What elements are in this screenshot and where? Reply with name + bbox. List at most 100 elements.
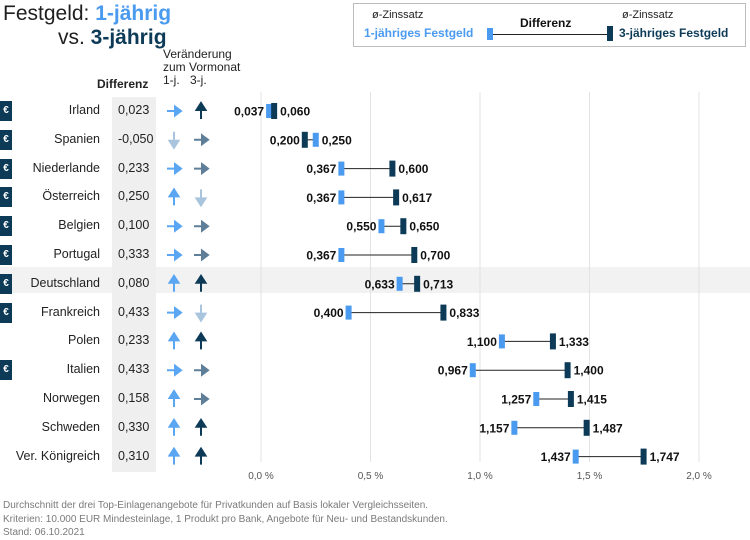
value-label-low: 0,400	[314, 306, 344, 320]
value-label-high: 0,617	[402, 191, 432, 205]
change-arrow-1j-icon	[167, 248, 183, 262]
country-label: Irland	[68, 103, 100, 117]
difference-value: 0,333	[118, 247, 150, 261]
change-arrow-1j-icon	[167, 446, 181, 465]
header-zum-vormonat: zum Vormonat	[163, 60, 241, 74]
legend-series-1: 1-jähriges Festgeld	[364, 26, 474, 40]
value-label-low: 0,367	[306, 249, 336, 263]
marker-3j	[440, 304, 447, 321]
value-label-high: 0,700	[420, 249, 450, 263]
dumbbell-chart: 0,0 % 0,5 % 1,0 % 1,5 % 2,0 % 0,037 0,060 0,200…	[167, 92, 712, 482]
marker-1j	[312, 132, 319, 147]
footer-note-1: Durchschnitt der drei Top-Einlagenangebo…	[3, 500, 429, 511]
title-highlight-2: 3-jährig	[90, 26, 167, 49]
change-arrow-3j-icon-path	[194, 133, 210, 147]
change-arrow-3j-icon-path	[194, 417, 208, 436]
change-arrow-3j-icon	[194, 162, 210, 176]
change-arrow-1j-icon	[167, 162, 183, 176]
value-label-high: 0,250	[322, 133, 352, 147]
change-arrow-1j-icon-path	[167, 187, 181, 206]
change-arrow-3j-icon-path	[194, 273, 208, 292]
change-arrow-3j-icon	[194, 331, 208, 350]
difference-value: 0,433	[118, 304, 150, 319]
header-differenz: Differenz	[97, 77, 149, 91]
difference-value: 0,100	[118, 218, 150, 233]
value-label-high: 0,600	[398, 162, 428, 176]
difference-value: 0,023	[118, 103, 150, 117]
change-arrow-1j-icon-path	[167, 131, 181, 150]
value-label-high: 1,333	[559, 335, 589, 349]
footer-note-2: Kriterien: 10.000 EUR Mindesteinlage, 1 …	[3, 514, 448, 525]
difference-value: -0,050	[118, 131, 154, 146]
difference-value: 0,433	[118, 362, 150, 377]
marker-1j	[511, 420, 518, 435]
change-arrow-3j-icon	[194, 363, 210, 377]
value-label-high: 1,747	[650, 450, 680, 464]
value-label-high: 1,400	[574, 364, 604, 378]
change-arrow-3j-icon-path	[194, 392, 210, 406]
title-prefix-1: Festgeld:	[3, 2, 96, 25]
change-arrow-3j-icon	[194, 417, 208, 436]
change-arrow-1j-icon-path	[167, 389, 181, 407]
change-arrow-1j-icon	[167, 219, 183, 233]
value-label-low: 0,200	[270, 133, 300, 147]
value-label-low: 0,037	[234, 105, 264, 119]
marker-1j	[338, 161, 345, 176]
country-label: Frankreich	[40, 304, 100, 319]
change-arrow-3j-icon	[194, 101, 208, 119]
legend-avg-label-left: ø-Zinssatz	[372, 9, 424, 21]
marker-3j	[411, 247, 418, 263]
x-tick-label: 1,5 %	[577, 471, 603, 482]
marker-1j	[338, 190, 345, 205]
change-arrow-3j-icon	[194, 219, 210, 233]
title-prefix-2: vs.	[58, 26, 91, 49]
legend-difference-label: Differenz	[520, 16, 572, 30]
change-arrow-1j-icon	[167, 104, 183, 118]
marker-1j	[469, 363, 476, 378]
legend-series-3: 3-jähriges Festgeld	[619, 26, 729, 40]
change-arrow-3j-icon-path	[194, 162, 210, 176]
change-arrow-3j-icon-path	[194, 219, 210, 233]
euro-flag-icon: €	[0, 216, 12, 237]
difference-value: 0,250	[118, 189, 150, 204]
change-arrow-1j-icon	[167, 417, 181, 436]
x-tick-label: 0,5 %	[358, 471, 384, 482]
marker-1j	[396, 276, 403, 291]
value-label-high: 0,060	[280, 105, 310, 119]
marker-3j	[564, 362, 571, 379]
x-tick-label: 1,0 %	[467, 471, 493, 482]
difference-value: 0,310	[118, 448, 150, 463]
country-label: Italien	[66, 362, 100, 377]
euro-flag-icon: €	[0, 360, 12, 381]
value-label-low: 1,257	[501, 393, 531, 407]
differenz-column-band	[112, 97, 156, 472]
difference-value: 0,233	[118, 160, 150, 175]
value-label-low: 1,100	[467, 335, 497, 349]
title-highlight-1: 1-jährig	[95, 2, 172, 25]
marker-1j	[572, 449, 579, 464]
change-arrow-3j-icon-path	[194, 248, 210, 262]
change-arrow-1j-icon	[167, 331, 181, 350]
change-arrow-3j-icon	[194, 248, 210, 262]
change-arrow-1j-icon-path	[167, 417, 181, 436]
country-label: Norwegen	[43, 391, 100, 405]
change-arrow-3j-icon	[194, 133, 210, 147]
change-arrow-1j-icon	[167, 187, 181, 206]
marker-1j	[533, 392, 540, 406]
marker-3j	[389, 160, 396, 177]
change-arrow-1j-icon	[167, 389, 181, 407]
change-arrow-3j-icon	[194, 446, 208, 465]
country-label: Spanien	[54, 131, 100, 146]
marker-1j	[498, 334, 505, 349]
change-arrow-3j-icon	[194, 392, 210, 406]
value-label-high: 0,650	[409, 220, 439, 234]
value-label-low: 0,550	[346, 220, 376, 234]
change-arrow-1j-icon-path	[167, 446, 181, 465]
euro-flag-icon: €	[0, 129, 12, 150]
header-veraenderung: Veränderung	[163, 47, 232, 61]
marker-3j	[301, 131, 308, 148]
x-tick-label: 0,0 %	[248, 471, 274, 482]
change-arrow-3j-icon	[194, 189, 208, 208]
value-label-high: 0,833	[449, 306, 479, 320]
change-arrow-1j-icon-path	[167, 162, 183, 176]
